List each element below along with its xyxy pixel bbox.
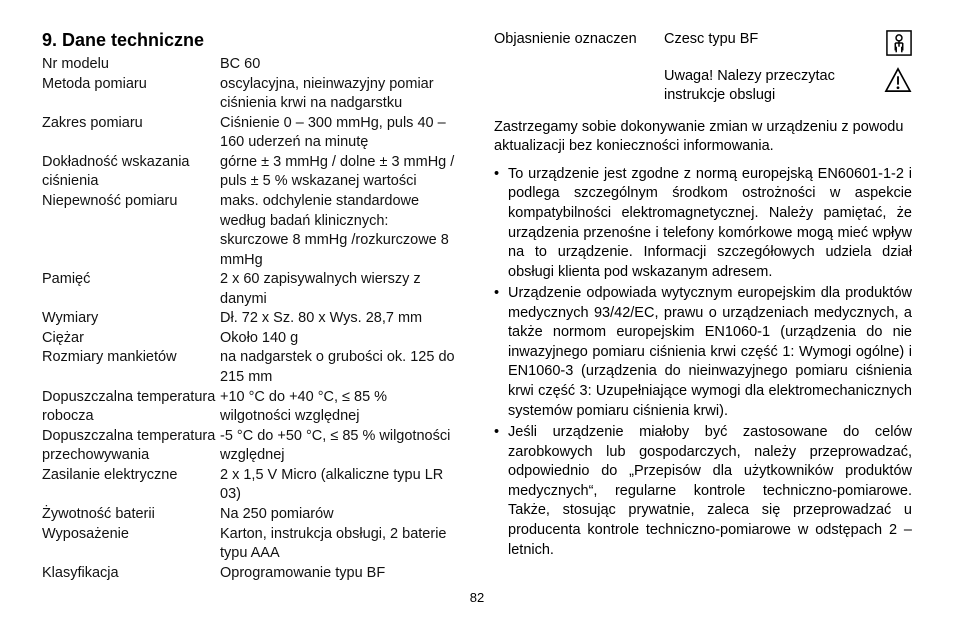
spec-label: Zakres pomiaru [42,114,220,153]
spec-label: Wyposażenie [42,525,220,564]
spec-row: CiężarOkoło 140 g [42,329,460,349]
spec-value: +10 °C do +40 °C, ≤ 85 % wilgotności wzg… [220,388,460,427]
spec-value: na nadgarstek o grubości ok. 125 do 215 … [220,348,460,387]
spec-label: Klasyfikacja [42,564,220,584]
spec-label: Nr modelu [42,55,220,75]
spec-row: WymiaryDł. 72 x Sz. 80 x Wys. 28,7 mm [42,309,460,329]
spec-row: Żywotność bateriiNa 250 pomiarów [42,505,460,525]
spec-label: Ciężar [42,329,220,349]
spec-row: Zasilanie elektryczne2 x 1,5 V Micro (al… [42,466,460,505]
spec-label: Rozmiary mankietów [42,348,220,387]
spec-row: WyposażenieKarton, instrukcja obsługi, 2… [42,525,460,564]
left-column: 9. Dane techniczne Nr modeluBC 60Metoda … [42,30,460,583]
spec-value: 2 x 60 zapisywalnych wierszy z danymi [220,270,460,309]
spec-value: Dł. 72 x Sz. 80 x Wys. 28,7 mm [220,309,460,329]
spec-label: Żywotność baterii [42,505,220,525]
spec-value: 2 x 1,5 V Micro (alkaliczne typu LR 03) [220,466,460,505]
spec-label: Dopuszczalna temperatura przechowywania [42,427,220,466]
spec-value: Ciśnienie 0 – 300 mmHg, puls 40 – 160 ud… [220,114,460,153]
markings-heading: Objasnienie oznaczen [494,30,664,50]
spec-row: Dokładność wskazania ciśnieniagórne ± 3 … [42,153,460,192]
spec-value: Na 250 pomiarów [220,505,460,525]
spec-table: Nr modeluBC 60Metoda pomiaruoscylacyjna,… [42,55,460,583]
spec-row: Niepewność pomiarumaks. odchylenie stand… [42,192,460,270]
spec-value: oscylacyjna, nieinwazyjny pomiar ciśnien… [220,75,460,114]
section-heading: 9. Dane techniczne [42,30,460,51]
spec-label: Dokładność wskazania ciśnienia [42,153,220,192]
spec-value: Około 140 g [220,329,460,349]
spec-value: -5 °C do +50 °C, ≤ 85 % wilgotności wzgl… [220,427,460,466]
spec-row: Dopuszczalna temperatura przechowywania-… [42,427,460,466]
warning-icon [884,67,912,100]
markings-block: Objasnienie oznaczen Czesc typu BF [494,30,912,106]
disclaimer-text: Zastrzegamy sobie dokonywanie zmian w ur… [494,118,912,157]
spec-value: Karton, instrukcja obsługi, 2 baterie ty… [220,525,460,564]
spec-label: Pamięć [42,270,220,309]
bullet-list: To urządzenie jest zgodne z normą europe… [494,165,912,560]
spec-row: Rozmiary mankietówna nadgarstek o gruboś… [42,348,460,387]
spec-label: Wymiary [42,309,220,329]
spec-value: maks. odchylenie standardowe według bada… [220,192,460,270]
spec-label: Metoda pomiaru [42,75,220,114]
bf-type-icon [886,30,912,63]
spec-row: Dopuszczalna temperatura robocza+10 °C d… [42,388,460,427]
spec-row: Nr modeluBC 60 [42,55,460,75]
bullet-item: To urządzenie jest zgodne z normą europe… [494,165,912,282]
spec-row: Pamięć2 x 60 zapisywalnych wierszy z dan… [42,270,460,309]
marking-0-label: Czesc typu BF [664,30,874,50]
spec-row: Metoda pomiaruoscylacyjna, nieinwazyjny … [42,75,460,114]
spec-row: KlasyfikacjaOprogramowanie typu BF [42,564,460,584]
spec-label: Zasilanie elektryczne [42,466,220,505]
right-column: Objasnienie oznaczen Czesc typu BF [494,30,912,583]
bullet-item: Urządzenie odpowiada wytycznym europejsk… [494,284,912,421]
spec-label: Niepewność pomiaru [42,192,220,270]
spec-label: Dopuszczalna temperatura robocza [42,388,220,427]
marking-1-label: Uwaga! Nalezy przeczytac instrukcje obsl… [664,67,874,106]
spec-value: BC 60 [220,55,460,75]
bullet-item: Jeśli urządzenie miałoby być zastosowane… [494,423,912,560]
spec-value: Oprogramowanie typu BF [220,564,460,584]
spec-value: górne ± 3 mmHg / dolne ± 3 mmHg / puls ±… [220,153,460,192]
spec-row: Zakres pomiaruCiśnienie 0 – 300 mmHg, pu… [42,114,460,153]
page-number: 82 [0,590,954,605]
